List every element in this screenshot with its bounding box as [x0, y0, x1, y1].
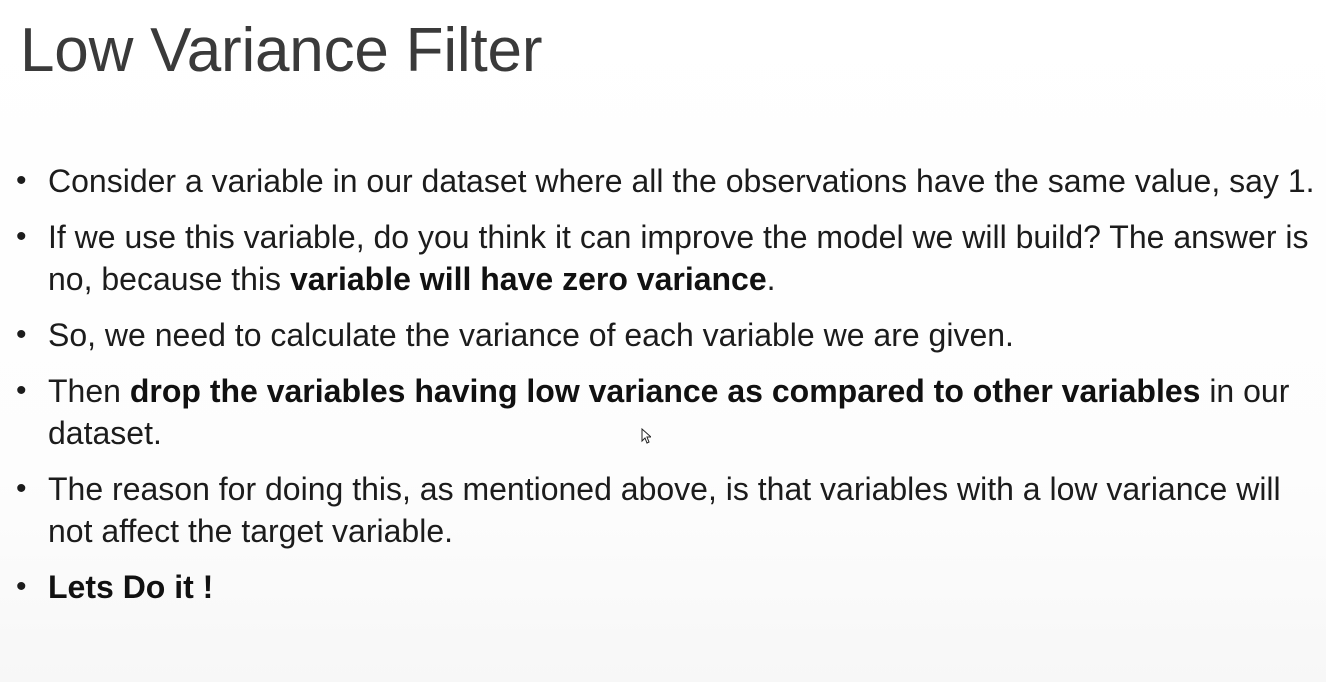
bullet-marker: • — [16, 164, 27, 197]
text-segment: So, we need to calculate the variance of… — [48, 317, 1014, 353]
bullet-text: Consider a variable in our dataset where… — [48, 160, 1316, 202]
bullet-item: • So, we need to calculate the variance o… — [16, 314, 1316, 356]
bold-text: variable will have zero variance — [289, 261, 767, 297]
bullet-item: • If we use this variable, do you think i… — [16, 216, 1316, 300]
text-segment: If we use this variable, do you think it… — [48, 219, 1309, 297]
text-segment: Consider a variable in our dataset where… — [48, 163, 1315, 199]
text-segment: in our dataset. — [48, 373, 1290, 451]
bold-text: drop the variables having low variance a… — [129, 373, 1201, 409]
bullet-item: • The reason for doing this, as mentioned… — [16, 468, 1316, 552]
bullet-item: • Lets Do it ! — [16, 566, 1316, 608]
text-segment: Then — [48, 373, 130, 409]
text-segment: . — [766, 261, 776, 297]
text-segment: The reason for doing this, as mentioned … — [48, 471, 1281, 549]
bullet-marker: • — [16, 472, 27, 505]
bold-text: Lets Do it ! — [48, 569, 214, 605]
bullet-text: If we use this variable, do you think it… — [48, 216, 1316, 300]
bullet-text: The reason for doing this, as mentioned … — [48, 468, 1316, 552]
mouse-pointer-icon — [641, 428, 651, 444]
bullet-list: • Consider a variable in our dataset wher… — [16, 160, 1316, 622]
bullet-item: • Consider a variable in our dataset wher… — [16, 160, 1316, 202]
bullet-marker: • — [16, 374, 27, 407]
bullet-text: So, we need to calculate the variance of… — [48, 314, 1316, 356]
bullet-marker: • — [16, 570, 27, 603]
bullet-text: Lets Do it ! — [48, 566, 1316, 608]
bullet-text: Then drop the variables having low varia… — [48, 370, 1316, 454]
bullet-marker: • — [16, 220, 27, 253]
bullet-item: • Then drop the variables having low vari… — [16, 370, 1316, 454]
slide-title: Low Variance Filter — [20, 16, 543, 85]
bullet-marker: • — [16, 318, 27, 351]
